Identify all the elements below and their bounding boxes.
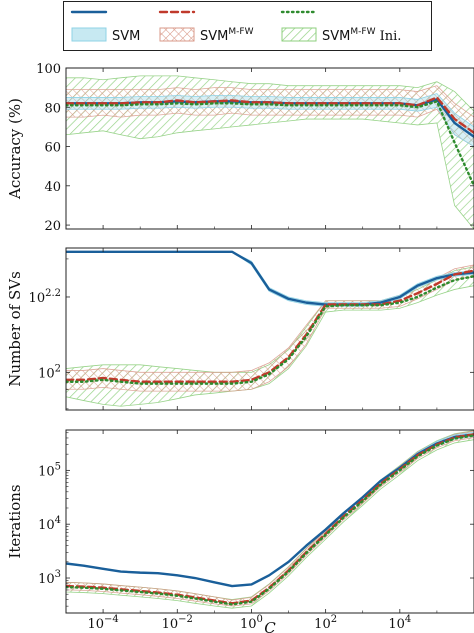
x-tick-label: 10−2 — [162, 614, 193, 632]
x-axis-tick-labels: 10−4 10−2 100 102 104 — [87, 614, 411, 632]
y-tick-label: 103 — [38, 569, 61, 587]
axes-frame — [65, 67, 474, 230]
series-line-mfw — [66, 269, 474, 383]
y-tick-label: 80 — [44, 101, 61, 116]
x-axis-label: C — [264, 619, 276, 633]
y-tick-label: 40 — [44, 180, 61, 195]
series-line-mfwini — [66, 434, 474, 606]
legend-label-svm: SVM — [112, 29, 140, 44]
legend-frame — [63, 1, 432, 51]
y-axis-label: Iterations — [6, 484, 24, 558]
series-line-mfwini — [66, 100, 474, 187]
y-tick-label: 105 — [38, 461, 61, 479]
y-axis-label: Accuracy (%) — [6, 98, 24, 200]
band-svm — [66, 93, 474, 148]
y-axis-label: Number of SVs — [6, 271, 24, 387]
x-tick-label: 100 — [240, 614, 263, 632]
series-line-svm — [66, 250, 474, 306]
x-tick-label: 10−4 — [87, 614, 118, 632]
y-tick-label: 102.2 — [29, 288, 61, 306]
legend-band-mfwini — [281, 27, 317, 42]
series-line-mfw — [66, 96, 474, 134]
axes-frame — [65, 429, 474, 614]
y-tick-label: 60 — [44, 141, 61, 156]
y-tick-label: 104 — [38, 515, 61, 533]
series-line-svm — [66, 433, 474, 588]
accuracy-panel: 20 40 60 80 100 Accuracy (%) — [6, 62, 474, 234]
legend: SVM SVMM-FW SVMM-FW Ini. — [63, 1, 432, 51]
y-tick-label: 102 — [38, 363, 61, 381]
number-of-svs-panel: 102 102.2 Number of SVs — [6, 247, 474, 411]
iterations-panel: 103 104 105 Iterations — [6, 429, 474, 614]
legend-label-mfw: SVMM-FW — [200, 27, 254, 44]
legend-band-svm — [71, 27, 107, 42]
x-tick-label: 102 — [314, 614, 337, 632]
series-line-mfwini — [66, 275, 474, 385]
legend-band-mfw-cross — [160, 28, 194, 41]
y-tick-label: 20 — [44, 219, 61, 234]
legend-label-mfwini: SVMM-FW Ini. — [322, 27, 401, 44]
axes-frame — [65, 247, 474, 411]
y-tick-label: 100 — [36, 62, 61, 77]
x-tick-label: 104 — [388, 614, 411, 632]
